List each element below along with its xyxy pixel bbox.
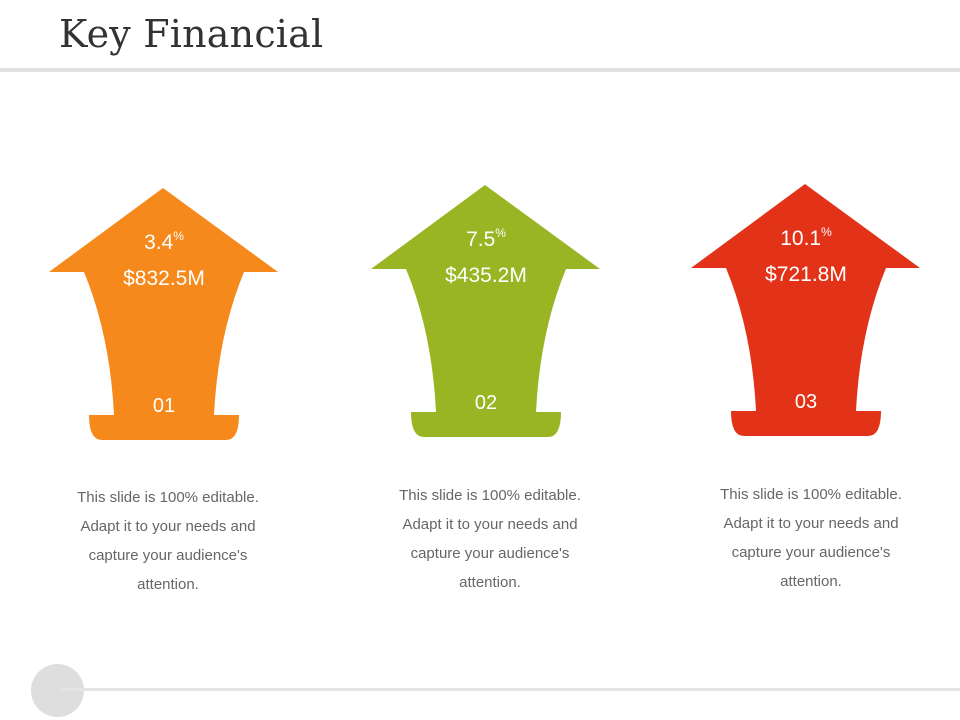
up-arrow-icon <box>371 185 600 437</box>
up-arrow-icon <box>691 184 920 436</box>
title-divider <box>0 68 960 72</box>
card-number: 03 <box>794 391 818 413</box>
card-number: 02 <box>474 392 498 414</box>
card-description-2: This slide is 100% editable. Adapt it to… <box>399 487 581 591</box>
card-number: 01 <box>152 395 176 417</box>
financial-card-1: 3.4% $832.5M 01 <box>44 185 284 485</box>
growth-percent: 7.5% <box>466 226 506 251</box>
financial-card-2: 7.5% $435.2M 02 <box>366 182 606 482</box>
footer-divider <box>60 688 960 691</box>
up-arrow-icon <box>49 188 278 440</box>
growth-percent: 3.4% <box>144 229 184 254</box>
slide-title: Key Financial <box>59 12 324 56</box>
revenue-amount: $435.2M <box>445 264 527 287</box>
revenue-amount: $832.5M <box>123 267 205 290</box>
arrow-shape <box>691 184 920 436</box>
revenue-amount: $721.8M <box>765 263 847 286</box>
growth-percent: 10.1% <box>780 225 832 250</box>
card-description-1: This slide is 100% editable. Adapt it to… <box>77 489 259 593</box>
arrow-shape <box>371 185 600 437</box>
arrow-shape <box>49 188 278 440</box>
card-description-3: This slide is 100% editable. Adapt it to… <box>720 486 902 590</box>
financial-card-3: 10.1% $721.8M 03 <box>686 181 926 481</box>
